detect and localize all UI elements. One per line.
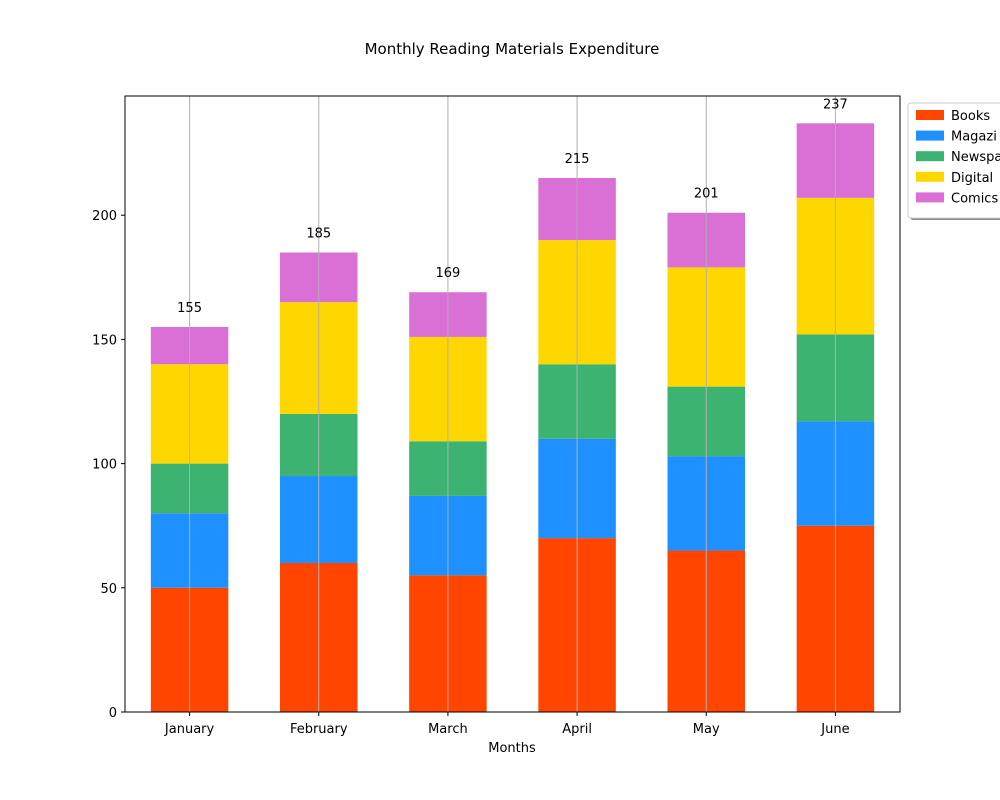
x-tick-label: March	[428, 722, 468, 737]
legend-label-newspa: Newspa	[951, 150, 1000, 165]
legend-swatch-comics	[916, 192, 944, 203]
legend-swatch-newspa	[916, 151, 944, 162]
legend: Books Magazi Newspa Digital Comics	[907, 102, 1000, 220]
legend-label-comics: Comics	[951, 191, 998, 206]
y-tick-label: 200	[92, 209, 117, 224]
total-label-may: 201	[694, 187, 719, 202]
x-tick-label: February	[290, 722, 348, 737]
total-label-march: 169	[436, 266, 461, 281]
y-tick-label: 150	[92, 333, 117, 348]
plot-frame	[124, 95, 901, 713]
legend-label-magazi: Magazi	[951, 130, 997, 145]
legend-swatch-digital	[916, 171, 944, 182]
legend-label-books: Books	[951, 109, 990, 124]
total-label-april: 215	[565, 152, 590, 167]
y-tick-label: 50	[100, 582, 117, 597]
y-tick-label: 0	[109, 706, 117, 721]
legend-label-digital: Digital	[951, 171, 993, 186]
x-axis: January February March April May June	[164, 712, 850, 737]
total-labels: 155 185 169 215 201 237	[177, 97, 848, 316]
legend-swatch-books	[916, 110, 944, 120]
x-tick-label: May	[693, 722, 720, 737]
legend-swatch-magazi	[916, 130, 944, 141]
total-label-january: 155	[177, 301, 202, 316]
x-tick-label: January	[164, 722, 215, 737]
x-tick-label: June	[820, 722, 849, 737]
total-label-june: 237	[823, 97, 848, 112]
x-axis-label: Months	[488, 741, 536, 756]
chart-title: Monthly Reading Materials Expenditure	[365, 40, 660, 58]
y-axis: 0 50 100 150 200	[92, 209, 125, 721]
total-label-february: 185	[306, 226, 331, 241]
x-tick-label: April	[562, 722, 592, 737]
bar-layer	[150, 96, 875, 712]
y-tick-label: 100	[92, 458, 117, 473]
